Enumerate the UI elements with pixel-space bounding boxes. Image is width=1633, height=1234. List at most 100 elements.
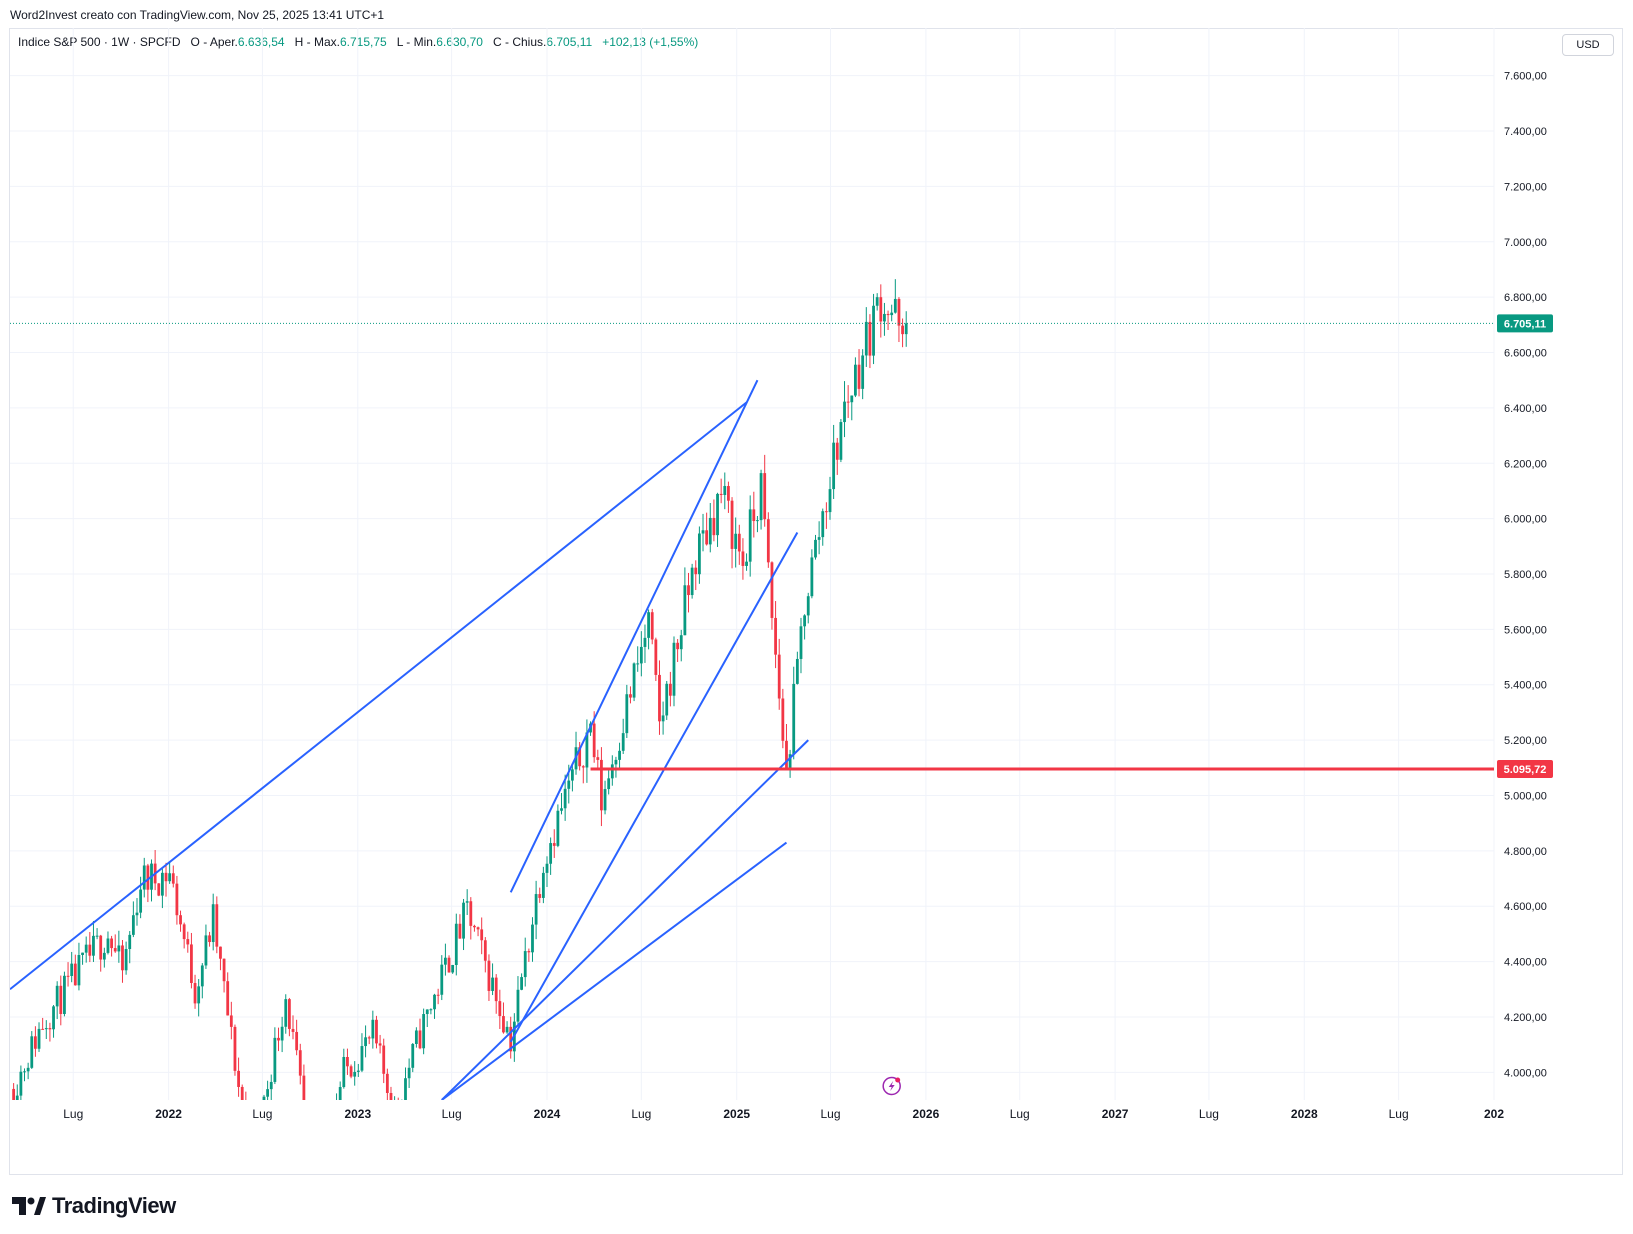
candle-body xyxy=(766,519,770,563)
candle-body xyxy=(135,912,139,916)
close-label: C - Chius. xyxy=(493,35,547,49)
candle-body xyxy=(92,935,95,956)
candle-body xyxy=(277,1037,280,1041)
candle-body xyxy=(215,904,219,947)
candle-body xyxy=(124,949,128,971)
candle-body xyxy=(353,1071,357,1077)
candle-body xyxy=(385,1073,389,1093)
candle-body xyxy=(30,1036,34,1068)
candle-body xyxy=(48,1028,52,1030)
candle-body xyxy=(552,843,556,846)
candle-body xyxy=(531,924,534,953)
candle-body xyxy=(451,964,455,973)
candle-body xyxy=(509,1026,513,1052)
y-tick-label: 7.600,00 xyxy=(1504,71,1547,83)
candle-body xyxy=(861,355,865,389)
trendline xyxy=(509,379,759,893)
candle-body xyxy=(563,788,567,809)
candle-body xyxy=(88,944,92,956)
candle-body xyxy=(483,940,487,961)
candle-body xyxy=(694,567,698,575)
candle-body xyxy=(306,1106,309,1124)
currency-button[interactable]: USD xyxy=(1562,34,1614,56)
candle-body xyxy=(458,923,462,939)
candle-body xyxy=(335,1105,338,1117)
candle-body xyxy=(523,951,527,978)
candle-body xyxy=(621,733,625,751)
x-tick-label: 2024 xyxy=(534,1107,561,1121)
candle-body xyxy=(650,612,654,640)
candle-body xyxy=(240,1086,244,1100)
candle-body xyxy=(854,364,857,396)
candle-body xyxy=(186,939,190,945)
candle-body xyxy=(697,533,701,575)
candle-body xyxy=(328,1140,331,1149)
candle-body xyxy=(313,1145,316,1175)
candle-body xyxy=(632,663,636,698)
candle-body xyxy=(658,674,661,722)
candle-body xyxy=(142,865,146,890)
candle-body xyxy=(429,1009,433,1011)
candle-body xyxy=(647,612,650,638)
x-tick-label: Lug xyxy=(1199,1107,1219,1121)
tradingview-logo[interactable]: TradingView xyxy=(12,1193,176,1219)
y-tick-label: 4.600,00 xyxy=(1504,901,1547,913)
candle-body xyxy=(734,533,738,549)
candle-body xyxy=(59,985,63,1015)
candle-body xyxy=(872,305,875,356)
candle-body xyxy=(404,1078,407,1100)
x-tick-label: 2023 xyxy=(344,1107,371,1121)
y-tick-label: 6.000,00 xyxy=(1504,514,1547,526)
candle-body xyxy=(792,683,796,755)
candle-body xyxy=(266,1089,270,1097)
candle-body xyxy=(821,511,825,538)
candle-body xyxy=(367,1037,371,1039)
candle-body xyxy=(411,1043,415,1068)
candle-body xyxy=(643,637,647,647)
candle-body xyxy=(716,493,719,536)
candle-body xyxy=(494,977,498,1002)
candle-body xyxy=(781,698,785,741)
candle-body xyxy=(629,694,632,698)
candle-body xyxy=(113,948,117,952)
x-tick-label: Lug xyxy=(821,1107,841,1121)
candle-body xyxy=(581,766,585,768)
candle-body xyxy=(291,1028,295,1032)
y-tick-label: 6.400,00 xyxy=(1504,403,1547,415)
candle-body xyxy=(897,298,901,326)
candle-body xyxy=(774,617,777,655)
symbol-label[interactable]: Indice S&P 500 · 1W · SPCFD xyxy=(18,35,181,49)
candle-body xyxy=(110,938,113,949)
candle-body xyxy=(527,951,531,953)
candle-body xyxy=(625,694,629,734)
candle-body xyxy=(639,646,643,664)
candle-body xyxy=(835,442,839,460)
candle-body xyxy=(440,964,444,995)
candle-body xyxy=(360,1046,364,1071)
candle-body xyxy=(534,894,538,925)
candle-body xyxy=(164,872,168,882)
candle-body xyxy=(701,530,705,534)
candle-body xyxy=(422,1014,426,1049)
candle-body xyxy=(480,929,484,941)
x-tick-label: 2022 xyxy=(155,1107,182,1121)
candle-body xyxy=(204,935,208,966)
candle-body xyxy=(875,297,879,306)
y-tick-label: 4.400,00 xyxy=(1504,957,1547,969)
candle-body xyxy=(741,551,745,566)
candle-body xyxy=(600,759,603,811)
candle-body xyxy=(756,520,759,522)
y-tick-label: 4.800,00 xyxy=(1504,846,1547,858)
candle-body xyxy=(425,1009,429,1015)
candle-body xyxy=(737,533,741,552)
candle-body xyxy=(106,938,110,953)
candle-body xyxy=(444,957,447,965)
candle-body xyxy=(556,810,560,846)
low-label: L - Min. xyxy=(396,35,437,49)
candle-body xyxy=(607,778,611,790)
candle-body xyxy=(788,754,792,768)
candle-body xyxy=(447,957,451,973)
candle-body xyxy=(77,954,81,986)
y-tick-label: 5.600,00 xyxy=(1504,624,1547,636)
